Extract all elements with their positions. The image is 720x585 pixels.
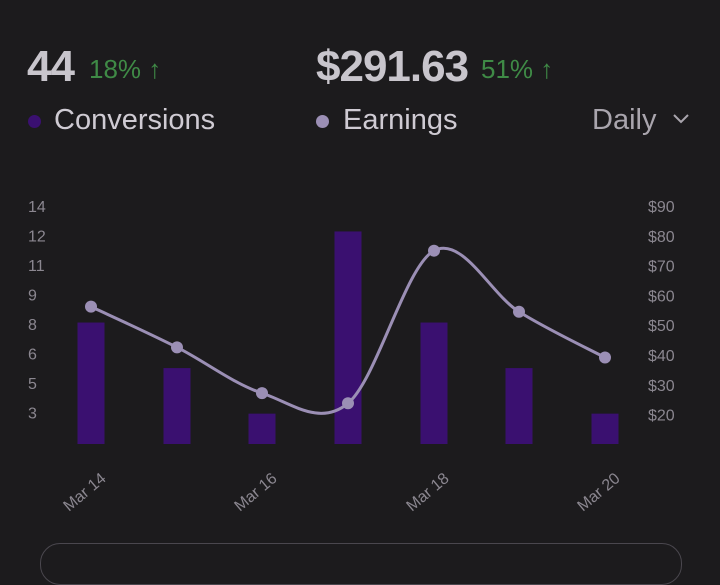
left-tick-label: 14 bbox=[28, 199, 46, 216]
conversion-bar[interactable] bbox=[248, 413, 276, 444]
x-tick-label: Mar 16 bbox=[231, 470, 280, 515]
right-tick-label: $50 bbox=[648, 318, 675, 335]
left-tick-label: 6 bbox=[28, 347, 37, 364]
right-tick-label: $40 bbox=[648, 348, 675, 365]
right-tick-label: $80 bbox=[648, 229, 675, 246]
x-tick-label: Mar 14 bbox=[60, 470, 109, 515]
conversion-bar[interactable] bbox=[420, 322, 448, 444]
right-tick-label: $60 bbox=[648, 288, 675, 305]
earnings-total: $291.63 bbox=[316, 42, 469, 91]
earnings-point[interactable] bbox=[599, 351, 611, 364]
conversion-bar[interactable] bbox=[163, 368, 191, 444]
right-tick-label: $90 bbox=[648, 199, 675, 216]
conversion-bar[interactable] bbox=[505, 368, 533, 444]
earnings-dot-icon bbox=[316, 115, 329, 128]
chevron-down-icon bbox=[673, 114, 689, 124]
conversions-legend-label: Conversions bbox=[54, 104, 216, 136]
conversion-bar[interactable] bbox=[334, 231, 362, 444]
earnings-change: 51% ↑ bbox=[481, 54, 554, 84]
earnings-point[interactable] bbox=[513, 305, 525, 318]
x-tick-label: Mar 20 bbox=[574, 470, 623, 515]
right-axis: $90 $80 $70 $60 $50 $40 $30 $20 bbox=[648, 199, 675, 425]
earnings-legend-label: Earnings bbox=[343, 104, 458, 136]
right-tick-label: $30 bbox=[648, 378, 675, 395]
left-tick-label: 12 bbox=[28, 229, 46, 246]
left-tick-label: 3 bbox=[28, 406, 37, 423]
earnings-point[interactable] bbox=[428, 244, 440, 257]
left-tick-label: 5 bbox=[28, 376, 37, 393]
conversion-bars bbox=[77, 231, 619, 444]
conversion-bar[interactable] bbox=[591, 413, 619, 444]
conversions-total: 44 bbox=[27, 42, 75, 91]
earnings-point[interactable] bbox=[171, 341, 183, 354]
conversions-dot-icon bbox=[28, 115, 41, 128]
x-tick-label: Mar 18 bbox=[403, 470, 452, 515]
earnings-point[interactable] bbox=[85, 300, 97, 313]
right-tick-label: $20 bbox=[648, 408, 675, 425]
x-axis: Mar 14 Mar 16 Mar 18 Mar 20 bbox=[60, 470, 623, 515]
conversions-change: 18% ↑ bbox=[89, 54, 162, 84]
earnings-point[interactable] bbox=[342, 397, 354, 410]
earnings-point[interactable] bbox=[256, 387, 268, 400]
left-axis: 14 12 11 9 8 6 5 3 bbox=[28, 199, 46, 423]
period-label: Daily bbox=[592, 104, 657, 136]
conversion-bar[interactable] bbox=[77, 322, 105, 444]
conversions-earnings-chart: 14 12 11 9 8 6 5 3 $90 $80 $70 $60 $50 $40 $30 $20 Mar… bbox=[28, 199, 675, 515]
earnings-points bbox=[85, 244, 611, 410]
right-tick-label: $70 bbox=[648, 259, 675, 276]
left-tick-label: 9 bbox=[28, 288, 37, 305]
left-tick-label: 8 bbox=[28, 317, 37, 334]
left-tick-label: 11 bbox=[28, 258, 45, 275]
bottom-card bbox=[40, 543, 682, 585]
